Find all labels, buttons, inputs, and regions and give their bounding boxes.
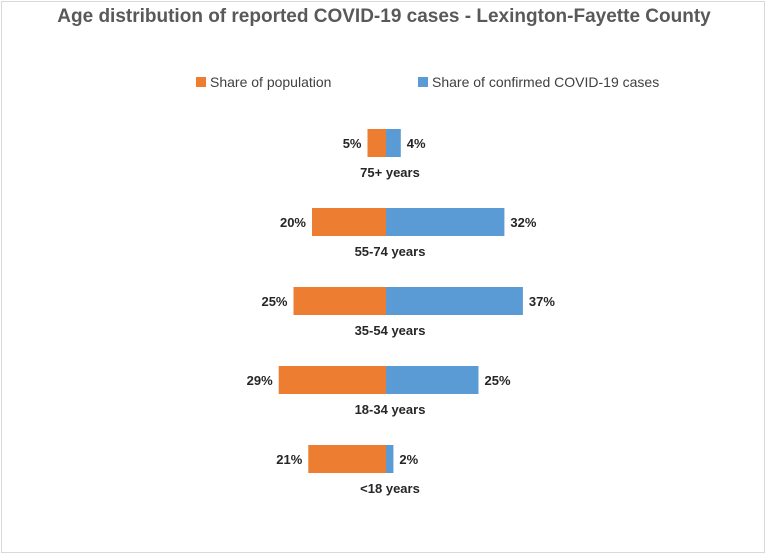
data-label-cases: 2% [399,452,418,467]
data-label-cases: 4% [407,136,426,151]
category-label: <18 years [360,481,420,496]
legend-item-cases: Share of confirmed COVID-19 cases [418,74,659,90]
data-label-cases: 32% [510,215,536,230]
bar-cases [386,445,394,473]
data-label-population: 29% [247,373,273,388]
bar-population [312,208,386,236]
legend-swatch-population [196,77,206,87]
data-label-population: 21% [276,452,302,467]
bar-cases [386,208,505,236]
category-label: 18-34 years [355,402,426,417]
bar-population [308,445,386,473]
data-label-population: 25% [261,294,287,309]
bar-cases [386,287,523,315]
data-label-cases: 25% [485,373,511,388]
legend-item-population: Share of population [196,74,331,90]
data-label-cases: 37% [529,294,555,309]
category-label: 75+ years [360,165,420,180]
legend-label-cases: Share of confirmed COVID-19 cases [432,74,660,90]
data-label-population: 5% [343,136,362,151]
bar-population [278,366,386,394]
legend-label-population: Share of population [210,74,332,90]
bar-cases [386,129,401,157]
category-label: 35-54 years [355,323,426,338]
bar-population [293,287,386,315]
bar-cases [386,366,479,394]
legend: Share of population Share of confirmed C… [0,74,768,92]
data-label-population: 20% [280,215,306,230]
bar-population [367,129,386,157]
category-label: 55-74 years [355,244,426,259]
chart-title: Age distribution of reported COVID-19 ca… [57,6,711,27]
legend-swatch-cases [418,77,428,87]
